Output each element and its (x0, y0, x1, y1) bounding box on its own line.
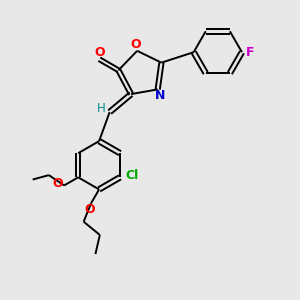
Text: O: O (94, 46, 105, 59)
Text: N: N (155, 89, 165, 102)
Text: O: O (84, 203, 95, 216)
Text: H: H (96, 102, 105, 115)
Text: Cl: Cl (126, 169, 139, 182)
Text: F: F (246, 46, 254, 59)
Text: O: O (52, 178, 63, 190)
Text: O: O (130, 38, 141, 51)
